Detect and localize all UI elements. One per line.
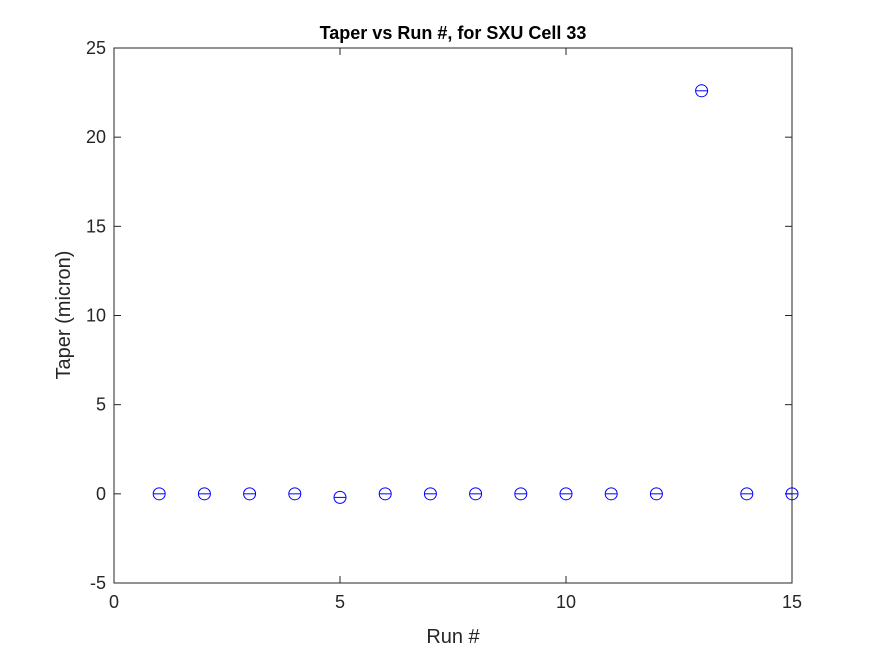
data-point [514,487,528,501]
y-axis-label: Taper (micron) [53,251,75,380]
data-point [423,487,437,501]
data-point [649,487,663,501]
x-tick-label: 0 [109,592,119,612]
data-point [378,487,392,501]
x-tick-label: 10 [556,592,576,612]
data-point [243,487,257,501]
data-point [288,487,302,501]
x-tick-label: 5 [335,592,345,612]
chart-title: Taper vs Run #, for SXU Cell 33 [320,23,587,43]
data-point [604,487,618,501]
data-point [559,487,573,501]
y-tick-label: 15 [86,216,106,236]
data-point [333,490,347,504]
y-tick-label: 0 [96,484,106,504]
y-tick-label: 25 [86,38,106,58]
y-tick-label: 5 [96,395,106,415]
data-point [152,487,166,501]
data-point [695,84,709,98]
data-point [469,487,483,501]
y-tick-label: 10 [86,306,106,326]
x-axis-label: Run # [426,626,480,648]
y-tick-label: 20 [86,127,106,147]
x-tick-label: 15 [782,592,802,612]
data-point [785,487,799,501]
plot-area [113,47,793,584]
y-tick-label: -5 [90,573,106,593]
data-point [197,487,211,501]
data-point [740,487,754,501]
